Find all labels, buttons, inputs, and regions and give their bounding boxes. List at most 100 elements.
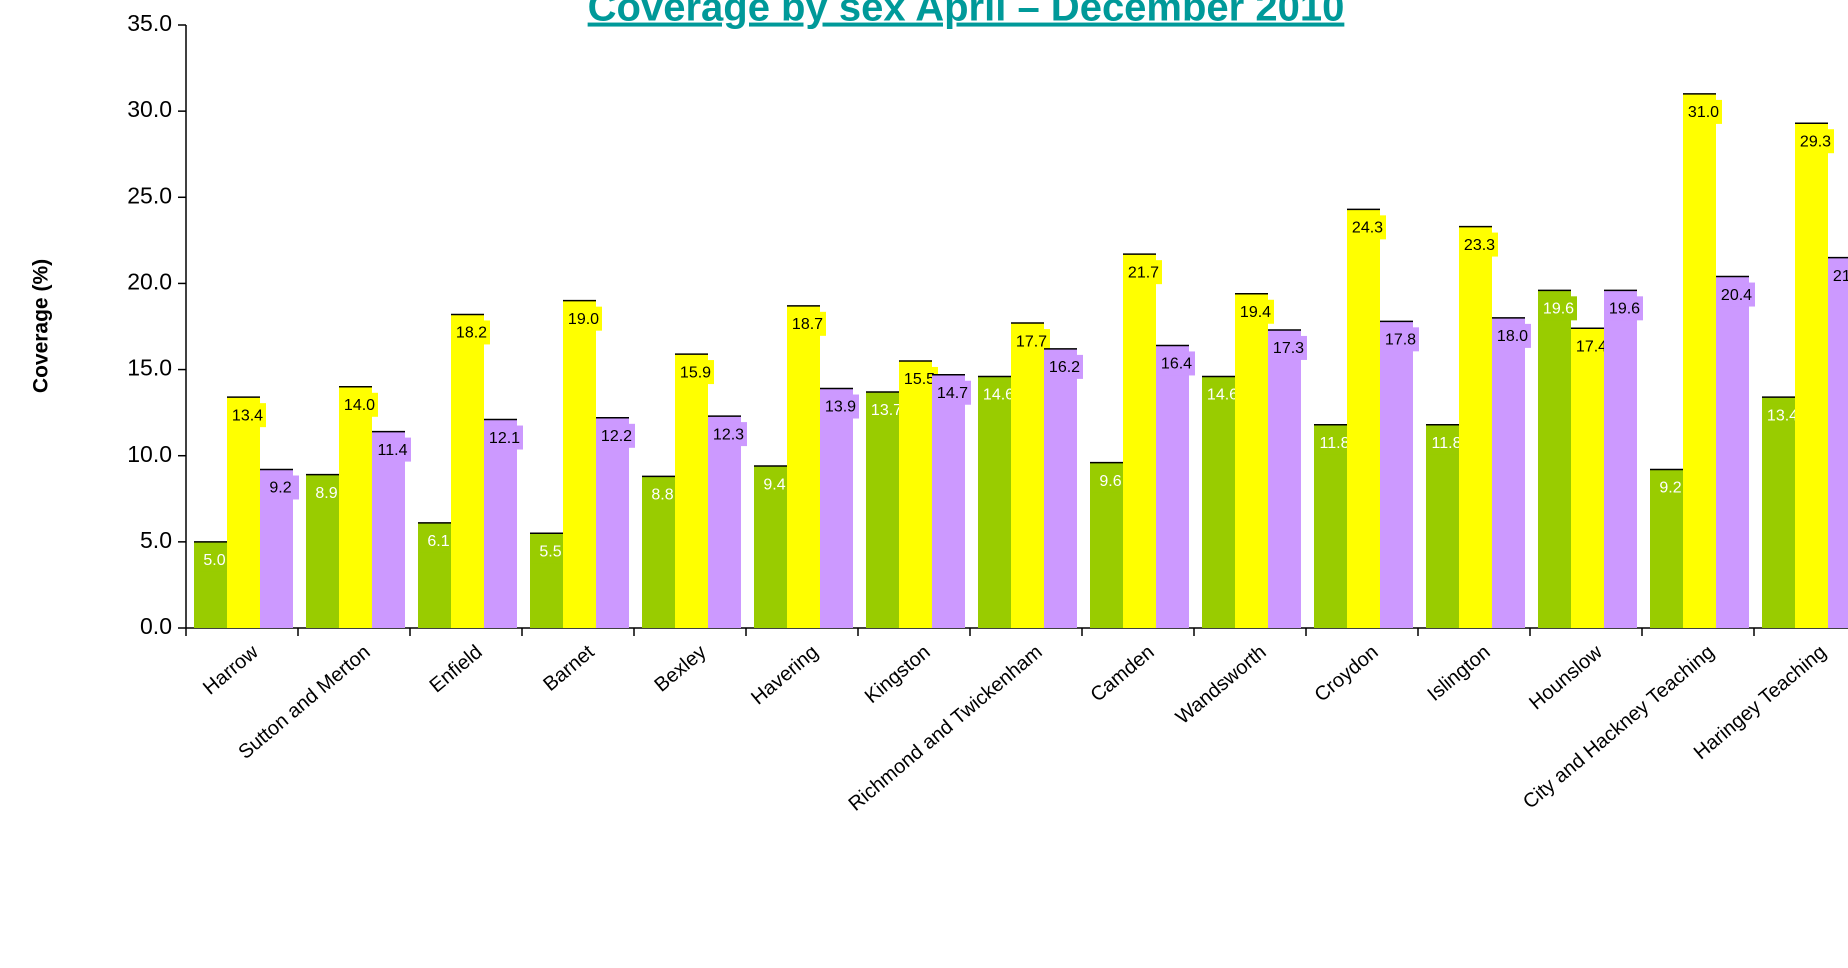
bar xyxy=(978,376,1011,628)
value-label-box xyxy=(710,422,747,447)
value-label: 8.8 xyxy=(651,487,673,504)
value-label: 12.2 xyxy=(601,428,632,445)
x-tick-label: City and Hackney Teaching xyxy=(1519,641,1719,813)
bar xyxy=(1571,328,1604,628)
value-label: 9.4 xyxy=(763,476,785,493)
bar xyxy=(708,416,741,628)
value-label-box xyxy=(1428,430,1465,455)
bar xyxy=(1202,376,1235,628)
value-label-box xyxy=(1046,354,1083,379)
bar xyxy=(1426,424,1459,628)
chart-title: Coverage by sex April – December 2010 xyxy=(588,0,1345,30)
value-label: 19.4 xyxy=(1240,304,1271,321)
y-tick-label: 5.0 xyxy=(140,527,172,553)
value-label-box xyxy=(229,403,266,428)
value-label: 12.3 xyxy=(713,426,744,443)
value-label: 31.0 xyxy=(1688,104,1719,121)
value-label: 14.6 xyxy=(1207,387,1238,404)
value-label: 13.4 xyxy=(232,407,263,424)
value-label: 15.9 xyxy=(680,364,711,381)
value-label-box xyxy=(1797,129,1834,154)
bar xyxy=(675,354,708,628)
bar xyxy=(1011,323,1044,628)
value-label-box xyxy=(1382,327,1419,352)
value-label: 29.3 xyxy=(1800,133,1831,150)
value-label: 23.3 xyxy=(1464,237,1495,254)
value-label: 24.3 xyxy=(1352,220,1383,237)
value-label-box xyxy=(486,425,523,450)
value-label: 16.4 xyxy=(1161,356,1192,373)
value-label: 9.2 xyxy=(1659,480,1681,497)
value-label-box xyxy=(677,360,714,385)
value-label: 15.5 xyxy=(904,371,935,388)
bar xyxy=(563,300,596,628)
x-tick-label: Wandsworth xyxy=(1172,641,1271,729)
value-label: 9.2 xyxy=(269,480,291,497)
value-label: 14.0 xyxy=(344,397,375,414)
value-label-box xyxy=(1316,430,1353,455)
value-label: 9.6 xyxy=(1099,473,1121,490)
bar xyxy=(1123,254,1156,628)
value-label-box xyxy=(532,539,569,564)
value-label: 19.6 xyxy=(1609,301,1640,318)
value-label-box xyxy=(374,437,411,462)
value-label: 13.9 xyxy=(825,399,856,416)
bar xyxy=(787,305,820,628)
x-tick-label: Barnet xyxy=(539,641,599,696)
bar xyxy=(866,391,899,628)
value-label-box xyxy=(262,475,299,500)
value-label-box xyxy=(1494,323,1531,348)
value-label-box xyxy=(1718,282,1755,307)
bar xyxy=(451,314,484,628)
bar xyxy=(1156,345,1189,628)
value-label-box xyxy=(341,392,378,417)
value-label: 6.1 xyxy=(427,533,449,550)
bar xyxy=(1268,329,1301,628)
value-label-box xyxy=(789,311,826,336)
x-tick-label: Enfield xyxy=(426,641,487,697)
value-label: 21.5 xyxy=(1833,268,1848,285)
x-tick-label: Camden xyxy=(1087,641,1159,706)
value-label-box xyxy=(1540,296,1577,321)
value-label-box xyxy=(1013,329,1050,354)
value-label-box xyxy=(756,472,793,497)
value-label: 17.4 xyxy=(1576,338,1607,355)
bar xyxy=(1716,276,1749,628)
bar xyxy=(1380,321,1413,628)
value-label-box xyxy=(1606,296,1643,321)
value-label-box xyxy=(868,397,905,422)
bar xyxy=(899,360,932,628)
value-label-box xyxy=(1573,334,1610,359)
value-label-box xyxy=(1461,232,1498,257)
value-label: 17.8 xyxy=(1385,332,1416,349)
bar xyxy=(1762,397,1795,628)
value-label: 5.5 xyxy=(539,543,561,560)
y-axis-label: Coverage (%) xyxy=(30,259,53,393)
value-label: 11.8 xyxy=(1320,435,1350,452)
x-tick-label: Richmond and Twickenham xyxy=(845,641,1047,816)
value-label-box xyxy=(644,482,681,507)
bar xyxy=(1683,93,1716,628)
bar xyxy=(227,397,260,628)
value-label: 21.7 xyxy=(1128,264,1159,281)
value-label-box xyxy=(308,480,345,505)
value-label-box xyxy=(1125,260,1162,285)
bar xyxy=(1314,424,1347,628)
value-label: 16.2 xyxy=(1049,359,1080,376)
value-label: 20.4 xyxy=(1721,287,1752,304)
value-label-box xyxy=(1092,468,1129,493)
value-label-box xyxy=(934,380,971,405)
y-tick-label: 15.0 xyxy=(127,355,172,381)
bar xyxy=(372,431,405,628)
value-label-box xyxy=(901,366,938,391)
value-label-box xyxy=(598,423,635,448)
value-label: 18.2 xyxy=(456,325,487,342)
y-tick-label: 10.0 xyxy=(127,441,172,467)
x-tick-label: Kingston xyxy=(861,641,935,708)
x-tick-label: Havering xyxy=(747,641,822,709)
bar xyxy=(932,374,965,628)
value-label-box xyxy=(1764,403,1801,428)
value-label: 17.3 xyxy=(1273,340,1304,357)
value-label-box xyxy=(1830,263,1848,288)
